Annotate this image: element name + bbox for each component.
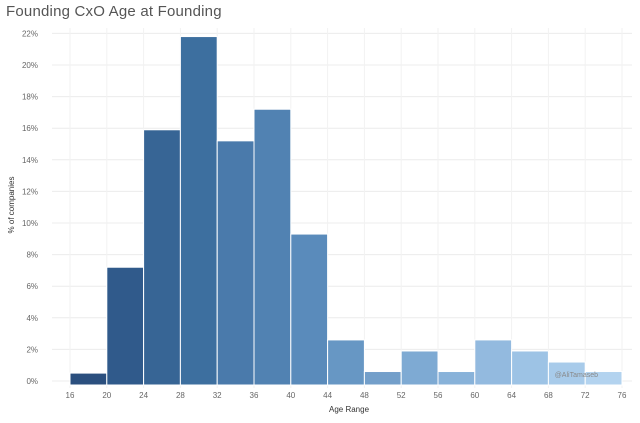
histogram-bar <box>437 371 476 386</box>
histogram-bar <box>400 350 439 386</box>
x-tick-label: 44 <box>323 391 332 400</box>
y-tick-label: 6% <box>26 282 38 291</box>
x-tick-label: 72 <box>581 391 590 400</box>
histogram-bar <box>143 129 181 386</box>
x-tick-label: 48 <box>360 391 369 400</box>
author-annotation: @AliTamaseb <box>555 372 598 379</box>
histogram-bar <box>290 233 329 386</box>
x-tick-label: 64 <box>507 391 516 400</box>
chart-title: Founding CxO Age at Founding <box>6 3 222 20</box>
x-tick-label: 40 <box>286 391 295 400</box>
histogram-bar <box>179 36 218 386</box>
y-tick-label: 2% <box>26 345 38 354</box>
x-tick-label: 16 <box>66 391 75 400</box>
x-tick-label: 56 <box>434 391 443 400</box>
y-axis-label: % of companies <box>7 177 16 234</box>
histogram-bar <box>327 339 365 386</box>
y-tick-label: 20% <box>22 61 38 70</box>
x-tick-label: 24 <box>139 391 148 400</box>
y-tick-label: 4% <box>26 314 38 323</box>
bar-layer <box>69 36 623 386</box>
y-tick-label: 0% <box>26 377 38 386</box>
x-tick-label: 28 <box>176 391 185 400</box>
y-axis-ticks: 0% 2% 4% 6% 8% 10% 12% 14% 16% 18% 20% 22% <box>22 29 38 386</box>
histogram-bar <box>474 339 513 386</box>
y-tick-label: 14% <box>22 156 38 165</box>
histogram-bar <box>363 371 402 386</box>
histogram-bar <box>511 350 549 386</box>
x-tick-label: 52 <box>397 391 406 400</box>
histogram-bar <box>106 266 145 386</box>
histogram-bar <box>253 108 292 386</box>
y-tick-label: 8% <box>26 251 38 260</box>
histogram-bar <box>216 140 255 386</box>
x-tick-label: 76 <box>618 391 627 400</box>
y-tick-label: 16% <box>22 124 38 133</box>
y-tick-label: 18% <box>22 93 38 102</box>
y-tick-label: 22% <box>22 29 38 38</box>
y-tick-label: 12% <box>22 187 38 196</box>
y-tick-label: 10% <box>22 219 38 228</box>
histogram-bar <box>69 372 108 386</box>
x-tick-label: 68 <box>544 391 553 400</box>
x-tick-label: 36 <box>250 391 259 400</box>
histogram-bar <box>584 371 623 386</box>
x-axis-ticks: 16 20 24 28 32 36 40 44 48 52 56 60 64 68 72 76 <box>66 391 627 400</box>
x-axis-label: Age Range <box>329 405 370 414</box>
x-tick-label: 32 <box>213 391 222 400</box>
x-tick-label: 60 <box>470 391 479 400</box>
x-tick-label: 20 <box>102 391 111 400</box>
